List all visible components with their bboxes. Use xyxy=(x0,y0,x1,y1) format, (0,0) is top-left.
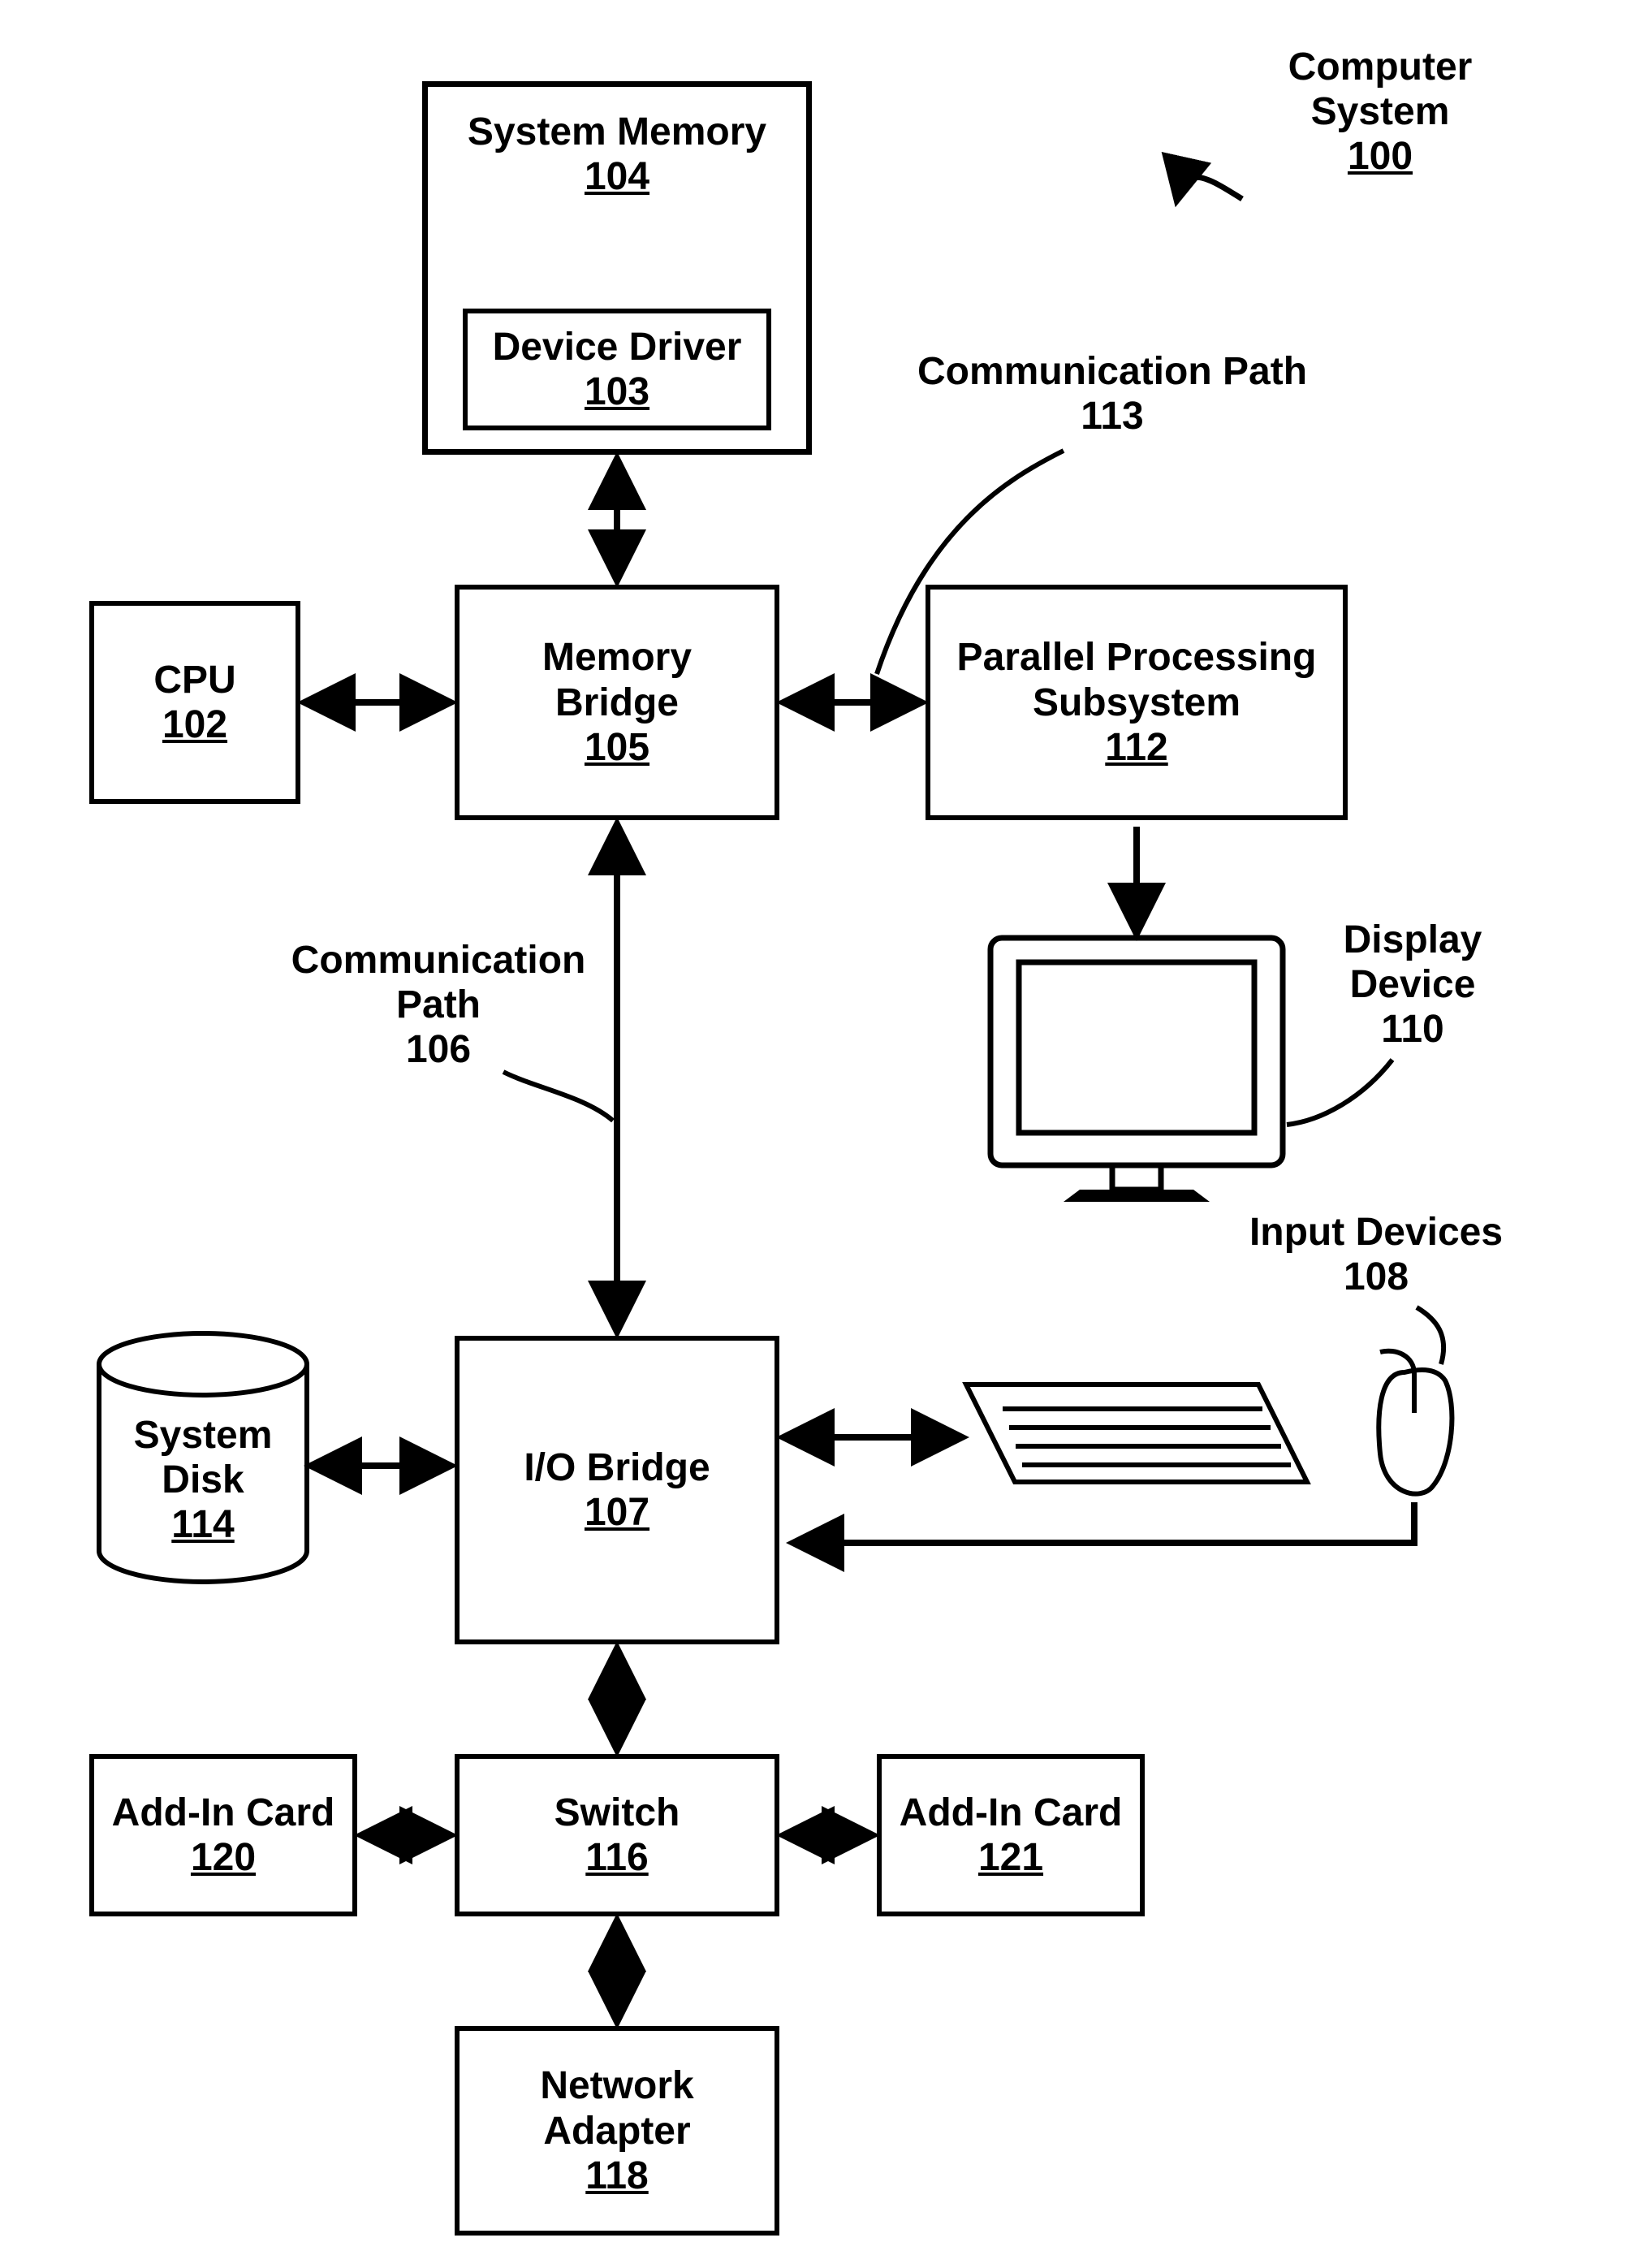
node-memory-bridge: Memory Bridge 105 xyxy=(455,585,779,820)
label-computer-system: Computer System 100 xyxy=(1258,45,1502,179)
label-display-device: Display Device 110 xyxy=(1315,918,1510,1052)
node-label: I/O Bridge xyxy=(524,1445,710,1490)
node-addin-card-right: Add-In Card 121 xyxy=(877,1754,1145,1916)
node-network-adapter: Network Adapter 118 xyxy=(455,2026,779,2236)
node-ref: 121 xyxy=(978,1835,1043,1880)
node-ref: 116 xyxy=(585,1835,648,1880)
label-input-devices: Input Devices 108 xyxy=(1234,1210,1518,1299)
display-monitor-icon xyxy=(990,938,1283,1202)
keyboard-icon xyxy=(966,1385,1307,1482)
diagram-canvas: System Memory 104 Device Driver 103 CPU … xyxy=(0,0,1644,2268)
connectors-overlay xyxy=(0,0,1644,2268)
label-comm-path-106: Communication Path 106 xyxy=(284,938,593,1073)
node-label: Device Driver xyxy=(493,325,742,369)
node-label: Memory Bridge xyxy=(542,635,692,724)
node-label: System Memory xyxy=(468,110,766,154)
mouse-icon xyxy=(1379,1351,1452,1494)
node-io-bridge: I/O Bridge 107 xyxy=(455,1336,779,1644)
node-label: Add-In Card xyxy=(900,1791,1123,1835)
node-label: CPU xyxy=(153,658,235,702)
node-label: Network Adapter xyxy=(540,2063,693,2153)
node-ref: 102 xyxy=(162,702,227,747)
node-ref: 120 xyxy=(191,1835,256,1880)
node-label: Add-In Card xyxy=(112,1791,335,1835)
node-ref: 105 xyxy=(585,725,649,770)
node-ref: 112 xyxy=(1105,725,1167,770)
node-ref: 107 xyxy=(585,1490,649,1535)
node-ref: 118 xyxy=(585,2154,648,2198)
node-label: Switch xyxy=(554,1791,680,1835)
node-addin-card-left: Add-In Card 120 xyxy=(89,1754,357,1916)
node-cpu: CPU 102 xyxy=(89,601,300,804)
node-label: Parallel Processing Subsystem xyxy=(957,635,1317,724)
node-device-driver: Device Driver 103 xyxy=(463,309,771,430)
node-ref: 104 xyxy=(585,154,649,199)
label-comm-path-113: Communication Path 113 xyxy=(885,349,1340,438)
node-switch: Switch 116 xyxy=(455,1754,779,1916)
node-parallel-processing-subsystem: Parallel Processing Subsystem 112 xyxy=(926,585,1348,820)
node-ref: 103 xyxy=(585,369,649,414)
label-system-disk: System Disk 114 xyxy=(110,1413,296,1548)
